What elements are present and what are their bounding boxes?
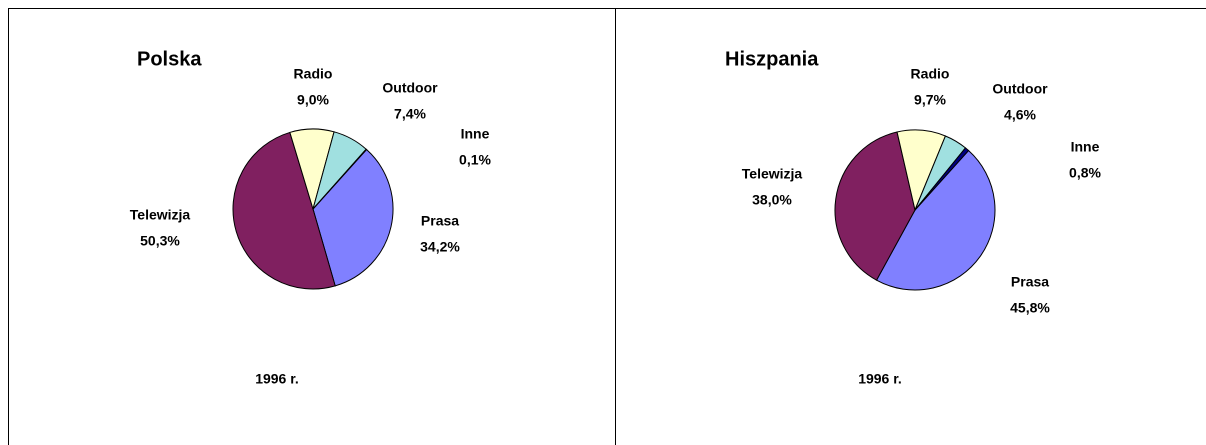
slice-value: 34,2% bbox=[420, 239, 460, 255]
slice-label: Outdoor bbox=[382, 80, 438, 96]
slice-label: Prasa bbox=[1011, 274, 1049, 290]
slice-label: Outdoor bbox=[992, 81, 1048, 97]
slice-label: Inne bbox=[461, 126, 490, 142]
slice-value: 38,0% bbox=[752, 192, 792, 208]
slice-label: Telewizja bbox=[742, 166, 803, 182]
slice-value: 7,4% bbox=[394, 106, 426, 122]
pie-slice bbox=[875, 149, 996, 291]
pie-slice bbox=[914, 147, 970, 211]
pie-slice bbox=[312, 148, 368, 210]
slice-label: Radio bbox=[911, 66, 950, 82]
pie-slice bbox=[834, 131, 916, 281]
slice-label: Inne bbox=[1071, 139, 1100, 155]
slice-label: Prasa bbox=[421, 213, 459, 229]
slice-value: 50,3% bbox=[140, 233, 180, 249]
slice-value: 9,7% bbox=[914, 92, 946, 108]
slice-value: 9,0% bbox=[297, 92, 329, 108]
chart-subtitle: 1996 r. bbox=[255, 371, 299, 387]
slice-label: Telewizja bbox=[130, 207, 191, 223]
pie-slice bbox=[312, 148, 394, 287]
pie-slice bbox=[232, 131, 336, 290]
slice-value: 4,6% bbox=[1004, 107, 1036, 123]
slice-value: 0,1% bbox=[459, 152, 491, 168]
chart-title: Polska bbox=[137, 48, 202, 70]
slice-value: 45,8% bbox=[1010, 300, 1050, 316]
slice-label: Radio bbox=[294, 66, 333, 82]
slice-value: 0,8% bbox=[1069, 165, 1101, 181]
chart-title: Hiszpania bbox=[725, 48, 819, 70]
chart-subtitle: 1996 r. bbox=[858, 371, 902, 387]
